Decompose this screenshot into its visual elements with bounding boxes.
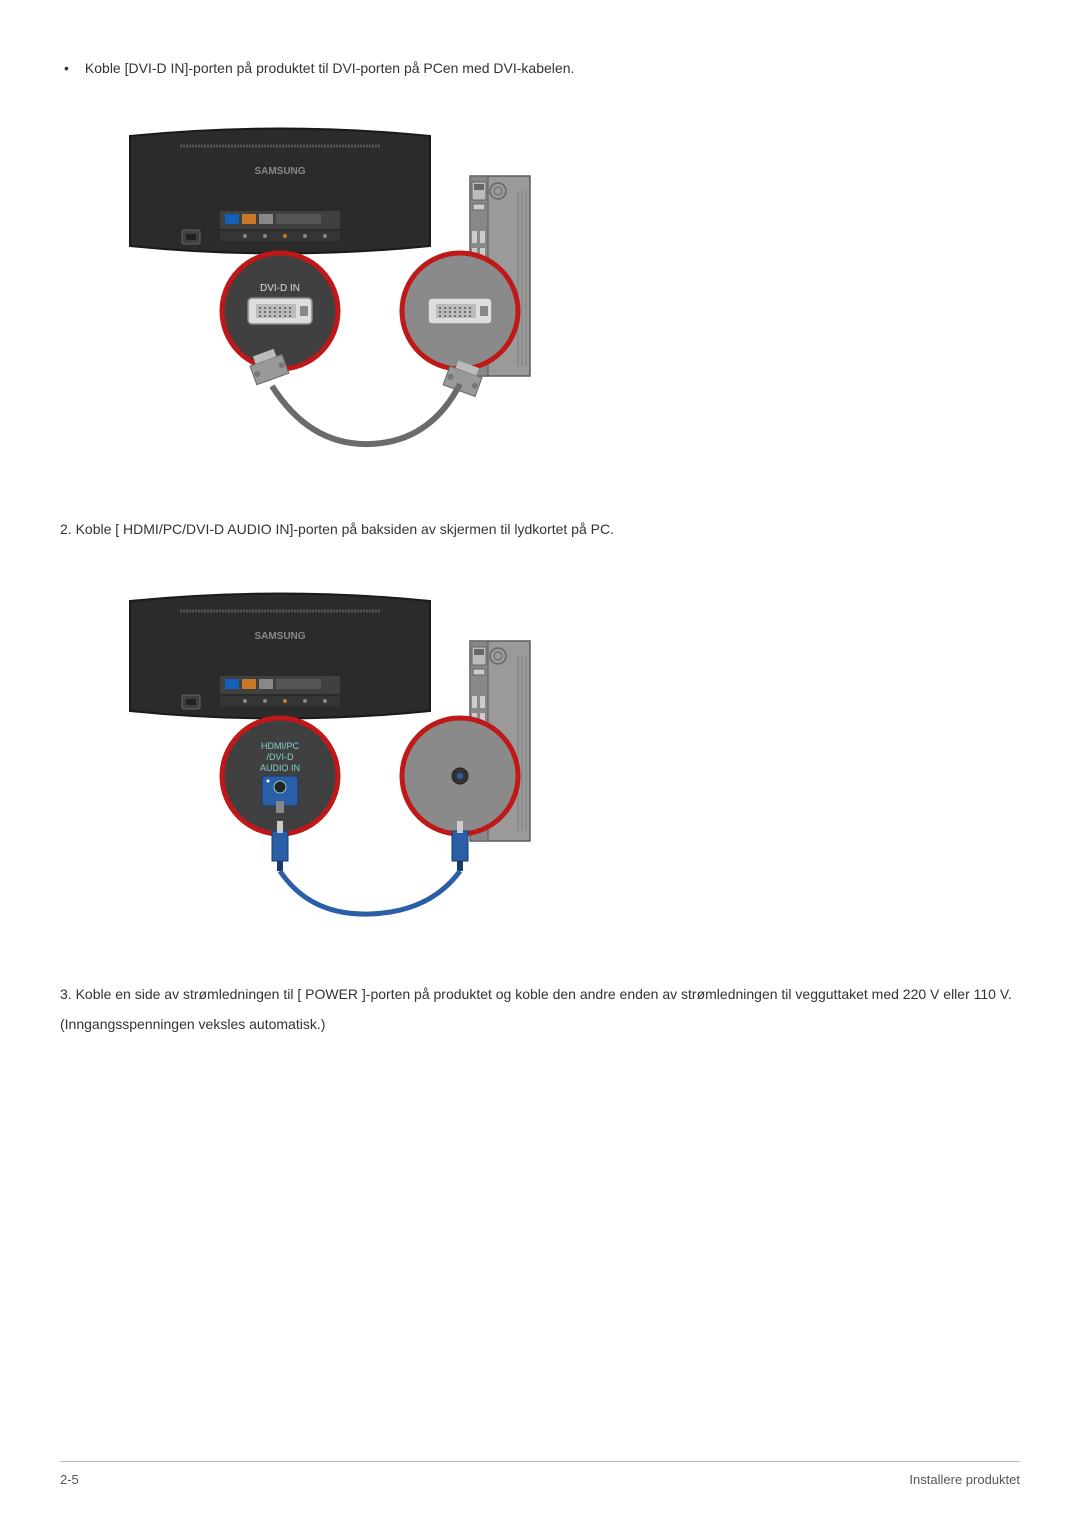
monitor-icon: SAMSUNG bbox=[130, 594, 430, 726]
svg-text:DVI-D IN: DVI-D IN bbox=[260, 283, 300, 294]
audio-port-highlight-monitor: HDMI/PC /DVI-D AUDIO IN bbox=[222, 718, 338, 834]
page-footer: 2-5 Installere produktet bbox=[60, 1461, 1020, 1487]
monitor-icon: SAMSUNG bbox=[130, 129, 430, 261]
dvi-port-highlight-pc bbox=[402, 253, 518, 369]
brand-label: SAMSUNG bbox=[254, 166, 305, 177]
svg-text:SAMSUNG: SAMSUNG bbox=[254, 631, 305, 642]
svg-text:HDMI/PC: HDMI/PC bbox=[261, 741, 300, 751]
step-3-note: (Inngangsspenningen veksles automatisk.) bbox=[60, 1016, 1020, 1032]
bullet-text: Koble [DVI-D IN]-porten på produktet til… bbox=[85, 60, 574, 76]
svg-text:/DVI-D: /DVI-D bbox=[267, 752, 295, 762]
diagram-audio-connection: SAMSUNG bbox=[110, 581, 1020, 926]
audio-port-highlight-pc bbox=[402, 718, 518, 834]
section-title: Installere produktet bbox=[909, 1472, 1020, 1487]
step-3-text: 3. Koble en side av strømledningen til [… bbox=[60, 986, 1020, 1002]
audio-cable-icon bbox=[272, 821, 468, 914]
dvi-port-highlight-monitor: DVI-D IN bbox=[222, 253, 338, 369]
page-number: 2-5 bbox=[60, 1472, 79, 1487]
bullet-marker: • bbox=[64, 60, 69, 76]
diagram-dvi-connection: SAMSUNG bbox=[110, 116, 1020, 461]
step-2-text: 2. Koble [ HDMI/PC/DVI-D AUDIO IN]-porte… bbox=[60, 521, 1020, 537]
svg-text:AUDIO IN: AUDIO IN bbox=[260, 763, 300, 773]
bullet-item: • Koble [DVI-D IN]-porten på produktet t… bbox=[60, 60, 1020, 76]
